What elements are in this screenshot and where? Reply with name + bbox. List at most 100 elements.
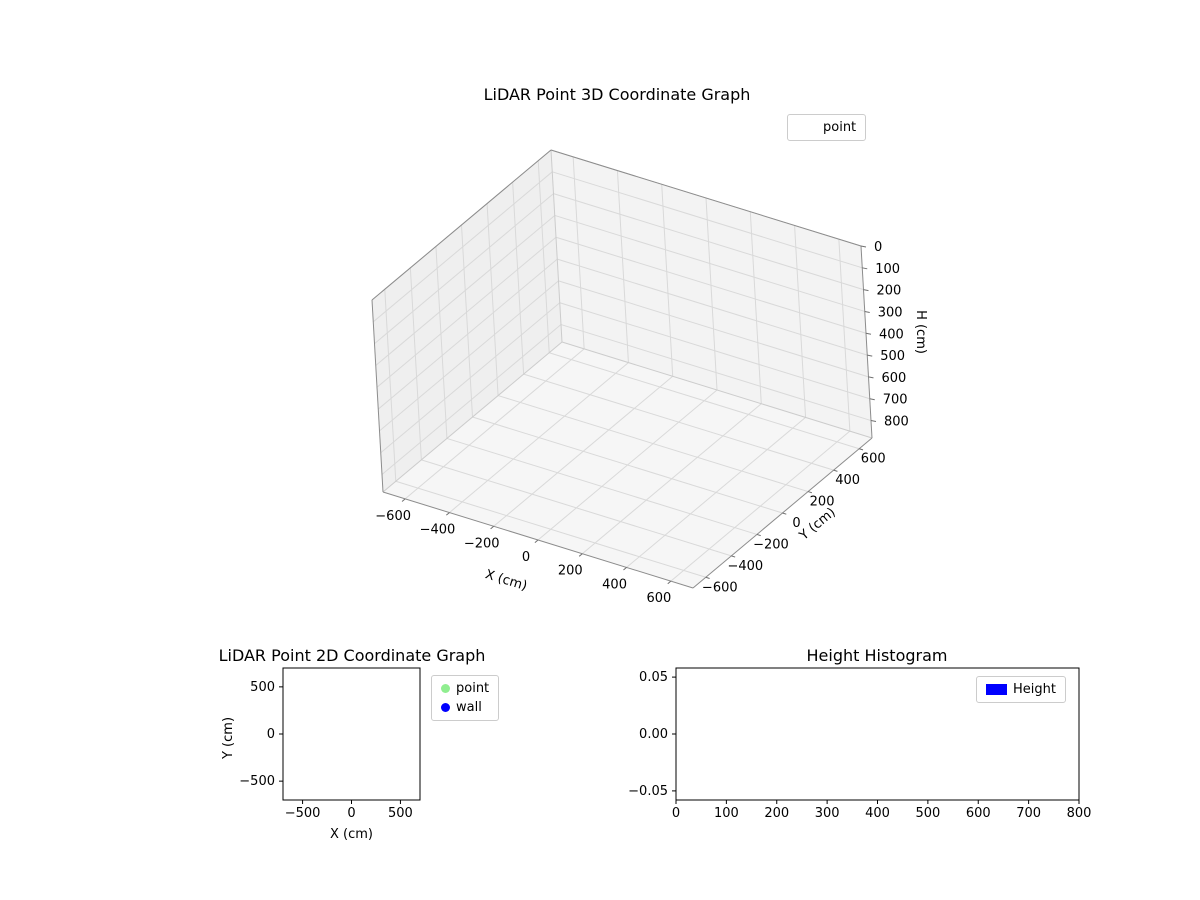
z-tick-label: 0 [874, 240, 882, 255]
z-tick-label: 600 [882, 371, 907, 386]
axes-edge [371, 299, 384, 493]
tick-mark [865, 332, 872, 335]
grid-line [572, 156, 585, 349]
empty-marker-icon [797, 123, 817, 133]
z-tick-label: 200 [877, 284, 902, 299]
x-tick-label: 400 [602, 577, 627, 592]
grid-line [384, 289, 397, 482]
wall-marker-icon [441, 703, 450, 712]
x-tick-label: −600 [375, 509, 411, 524]
z-tick-label: 100 [875, 262, 900, 277]
grid-line [558, 280, 869, 378]
x-tick-label: 200 [558, 564, 583, 579]
tick-mark [705, 576, 710, 579]
axes-frame [282, 667, 421, 801]
y-axis-label: Y (cm) [796, 505, 839, 544]
grid-line [838, 239, 851, 432]
tick-mark [401, 498, 406, 502]
grid-line [375, 215, 556, 366]
x-tick-label: 600 [966, 806, 991, 821]
legend-entry-wall: wall [441, 698, 489, 717]
grid-line [557, 258, 868, 356]
tick-mark [756, 533, 761, 537]
tick-mark [862, 267, 868, 270]
tick-mark [864, 310, 870, 313]
tick-mark [731, 555, 736, 558]
y-tick-label: 0 [267, 727, 275, 742]
grid-line [512, 182, 525, 375]
y-tick-label: 400 [835, 473, 860, 488]
plot2d-axes: −500 0 500 500 0 −500 X (cm) Y (cm) [221, 667, 421, 842]
grid-line [537, 160, 550, 353]
y-tick-label: 0.00 [639, 727, 668, 742]
tick-mark [490, 525, 495, 530]
y-tick-label: −600 [702, 580, 738, 595]
tick-mark [807, 491, 813, 494]
y-tick-label: 500 [250, 680, 275, 695]
tick-mark [782, 512, 787, 515]
grid-line [381, 324, 562, 475]
y-axis-label: Y (cm) [221, 717, 236, 760]
histogram-title: Height Histogram [806, 646, 948, 665]
plot3d-axes: −600−400−2000200400600−600−400−200020040… [371, 149, 928, 606]
grid-line [552, 171, 863, 269]
grid-line [616, 170, 629, 363]
legend-entry-point: point [797, 118, 856, 137]
grid-line [559, 302, 870, 400]
tick-mark [870, 420, 877, 423]
y-tick-label: 0.05 [639, 670, 668, 685]
x-tick-label: 800 [1067, 806, 1092, 821]
legend-label: wall [456, 700, 482, 715]
grid-line [374, 193, 554, 345]
x-tick-label: 0 [347, 806, 355, 821]
legend-label: point [456, 681, 490, 696]
x-tick-label: 0 [672, 806, 680, 821]
point-marker-icon [441, 684, 450, 693]
y-tick-label: −0.05 [628, 784, 668, 799]
x-tick-label: 100 [714, 806, 739, 821]
grid-line [497, 395, 809, 493]
y-tick-label: 200 [810, 495, 835, 510]
grid-line [523, 373, 834, 471]
x-tick-label: 700 [1016, 806, 1041, 821]
tick-mark [868, 376, 874, 379]
x-tick-label: 400 [865, 806, 890, 821]
tick-mark [869, 398, 875, 401]
legend-entry-height: Height [986, 680, 1056, 699]
grid-line [472, 416, 783, 514]
x-tick-label: 600 [646, 591, 671, 606]
tick-mark [859, 448, 864, 451]
x-tick-label: 500 [388, 806, 413, 821]
grid-line [794, 225, 807, 418]
y-tick-label: 0 [792, 516, 800, 531]
grid-line [435, 246, 448, 439]
legend-entry-point: point [441, 679, 489, 698]
y-tick-label: −200 [753, 537, 789, 552]
grid-line [409, 267, 422, 460]
axes-edge [550, 149, 862, 247]
tick-mark [623, 567, 627, 571]
y-tick-label: 600 [861, 452, 886, 467]
histogram-legend: Height [976, 676, 1066, 703]
tick-mark [863, 289, 869, 292]
x-tick-label: 0 [522, 550, 530, 565]
x-axis-label: X (cm) [483, 567, 529, 594]
z-tick-label: 800 [884, 415, 909, 430]
grid-line [555, 236, 867, 334]
tick-mark [833, 469, 838, 472]
x-tick-label: 200 [764, 806, 789, 821]
grid-line [372, 171, 553, 323]
x-tick-label: 500 [915, 806, 940, 821]
height-swatch-icon [986, 684, 1007, 695]
tick-mark [578, 553, 583, 557]
grid-line [395, 480, 706, 578]
grid-line [421, 459, 732, 557]
grid-line [749, 211, 762, 404]
axes-edge [371, 149, 552, 301]
z-tick-label: 400 [879, 327, 904, 342]
legend-label: Height [1013, 682, 1056, 697]
y-tick-label: −400 [727, 559, 763, 574]
x-tick-label: 300 [815, 806, 840, 821]
x-tick-label: −500 [285, 806, 321, 821]
